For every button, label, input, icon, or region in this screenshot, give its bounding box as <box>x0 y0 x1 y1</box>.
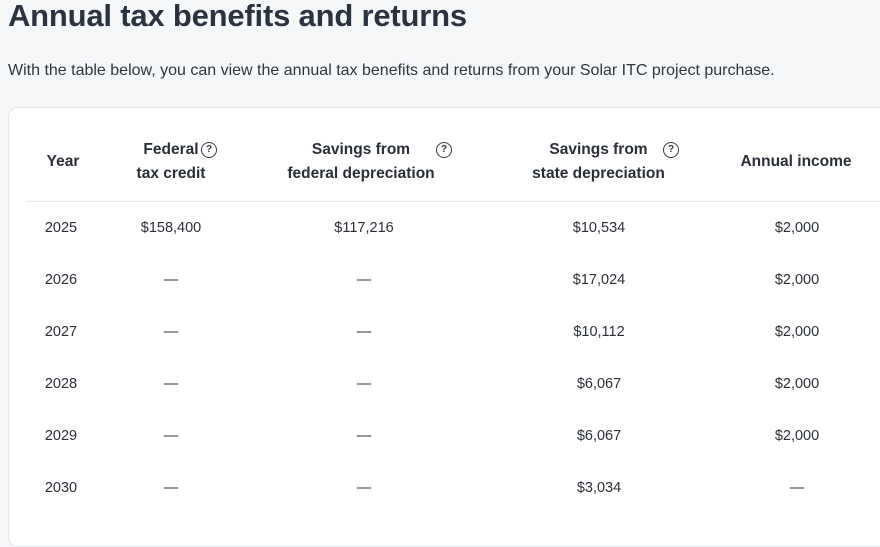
table-row: 2027 — — $10,112 $2,000 <box>9 306 880 358</box>
cell-federal-tax-credit: — <box>163 480 179 496</box>
cell-annual-income: $2,000 <box>774 220 820 236</box>
table-row: 2028 — — $6,067 $2,000 <box>9 358 880 410</box>
column-header-federal-tax-credit: Federal tax credit <box>121 138 221 186</box>
cell-federal-tax-credit: $158,400 <box>140 220 202 236</box>
page-title: Annual tax benefits and returns <box>8 0 467 33</box>
cell-federal-depreciation: — <box>356 376 372 392</box>
cell-annual-income: $2,000 <box>774 428 820 444</box>
cell-year: 2027 <box>44 324 78 340</box>
column-header-label: Year <box>46 153 80 170</box>
table-row: 2029 — — $6,067 $2,000 <box>9 410 880 462</box>
cell-annual-income: — <box>789 480 805 496</box>
cell-state-depreciation: $17,024 <box>572 272 626 288</box>
column-header-label-line-1: Savings from <box>549 141 648 158</box>
cell-state-depreciation: $10,112 <box>573 324 625 340</box>
cell-federal-tax-credit: — <box>163 272 179 288</box>
cell-year: 2026 <box>44 272 78 288</box>
cell-federal-depreciation: — <box>356 324 372 340</box>
column-header-label-line-2: state depreciation <box>532 165 665 182</box>
cell-state-depreciation: $3,034 <box>576 480 622 496</box>
cell-year: 2028 <box>44 376 78 392</box>
column-header-annual-income: Annual income <box>726 150 866 174</box>
cell-year: 2025 <box>44 220 78 236</box>
page-subtitle: With the table below, you can view the a… <box>8 62 775 79</box>
cell-annual-income: $2,000 <box>774 324 820 340</box>
cell-federal-tax-credit: — <box>163 324 179 340</box>
question-circle-icon[interactable]: ? <box>201 142 217 158</box>
cell-federal-depreciation: — <box>356 428 372 444</box>
cell-federal-depreciation: — <box>356 480 372 496</box>
table-header-row: Year Federal tax credit ? Savings from f… <box>26 108 880 202</box>
column-header-federal-depreciation: Savings from federal depreciation <box>271 138 451 186</box>
question-circle-icon[interactable]: ? <box>436 142 452 158</box>
column-header-label: Annual income <box>740 153 852 170</box>
cell-year: 2030 <box>44 480 78 496</box>
cell-annual-income: $2,000 <box>774 272 820 288</box>
question-circle-icon[interactable]: ? <box>663 142 679 158</box>
table-row: 2030 — — $3,034 — <box>9 462 880 514</box>
column-header-label-line-2: tax credit <box>136 165 206 182</box>
cell-state-depreciation: $6,067 <box>576 428 622 444</box>
column-header-label-line-1: Federal <box>143 141 199 158</box>
cell-state-depreciation: $10,534 <box>572 220 626 236</box>
table-row: 2025 $158,400 $117,216 $10,534 $2,000 <box>9 202 880 254</box>
column-header-label-line-1: Savings from <box>311 141 411 158</box>
cell-year: 2029 <box>44 428 78 444</box>
column-header-state-depreciation: Savings from state depreciation <box>516 138 681 186</box>
column-header-label-line-2: federal depreciation <box>287 165 435 182</box>
column-header-year: Year <box>28 150 98 174</box>
cell-state-depreciation: $6,067 <box>576 376 622 392</box>
cell-federal-tax-credit: — <box>163 376 179 392</box>
cell-annual-income: $2,000 <box>774 376 820 392</box>
cell-federal-tax-credit: — <box>163 428 179 444</box>
table-row: 2026 — — $17,024 $2,000 <box>9 254 880 306</box>
cell-federal-depreciation: — <box>356 272 372 288</box>
tax-benefits-table-card: Year Federal tax credit ? Savings from f… <box>8 107 880 547</box>
cell-federal-depreciation: $117,216 <box>334 220 394 236</box>
